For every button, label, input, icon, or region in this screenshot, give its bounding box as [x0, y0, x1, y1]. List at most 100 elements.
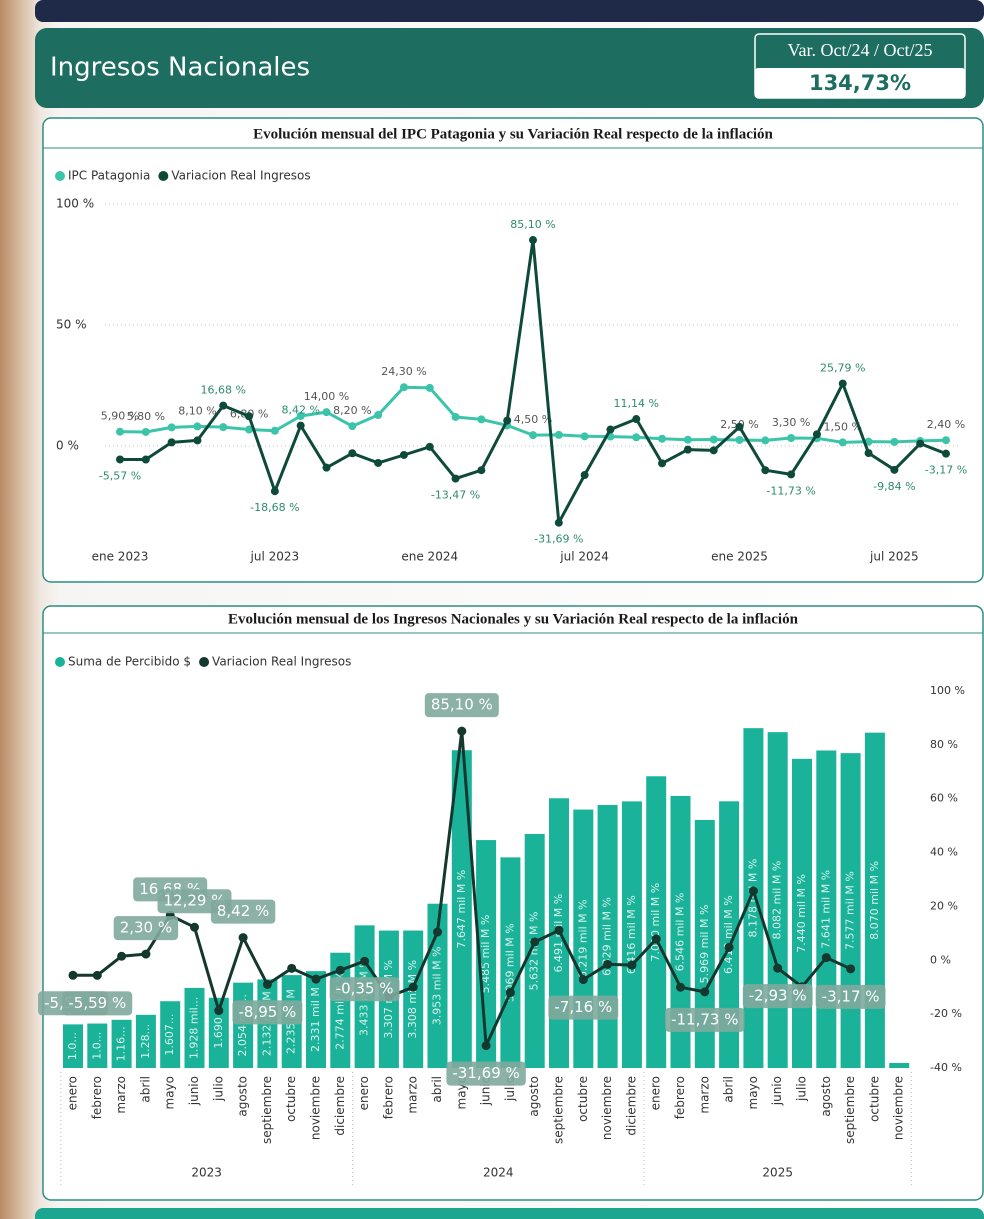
bottom-panel	[35, 1208, 984, 1219]
x-tick-label: octubre	[576, 1076, 590, 1122]
data-point	[312, 975, 321, 984]
data-point	[426, 384, 434, 392]
data-point	[684, 436, 692, 444]
data-point	[193, 422, 201, 430]
data-label-group: -0,35 %	[330, 977, 400, 1001]
data-point	[477, 415, 485, 423]
data-label: -0,35 %	[336, 980, 394, 998]
legend-label: Variacion Real Ingresos	[171, 169, 310, 183]
data-point	[942, 436, 950, 444]
data-point	[168, 438, 176, 446]
data-point	[426, 443, 434, 451]
data-label-group: 2,30 %	[114, 916, 178, 940]
data-point	[348, 449, 356, 457]
data-point	[400, 451, 408, 459]
data-label: -5,59 %	[68, 994, 126, 1012]
y-tick-label: 50 %	[56, 318, 87, 332]
bar-label: 1.28...	[139, 1024, 152, 1059]
data-label: -11,73 %	[766, 484, 815, 497]
data-label: 8,20 %	[333, 404, 371, 417]
data-point	[360, 957, 369, 966]
y-tick-label: 100 %	[56, 197, 94, 211]
bar-label: 1.16...	[115, 1026, 128, 1061]
data-point	[529, 431, 537, 439]
data-point	[839, 438, 847, 446]
page: {"header": {"title": "Ingresos Nacionale…	[0, 0, 984, 1219]
x-tick-label: octubre	[867, 1076, 881, 1122]
header-title: Ingresos Nacionales	[50, 53, 310, 83]
data-point	[452, 413, 460, 421]
data-point	[93, 971, 102, 980]
x-tick-label: agosto	[819, 1076, 833, 1117]
x-tick-label: diciembre	[333, 1076, 347, 1136]
data-point	[116, 455, 124, 463]
bar-label: 7.440 mil M %	[795, 874, 808, 953]
data-point	[710, 435, 718, 443]
x-tick-label: noviembre	[600, 1076, 614, 1140]
x-tick-label: diciembre	[624, 1076, 638, 1136]
data-label: -8,95 %	[238, 1003, 296, 1021]
data-label: 11,14 %	[614, 397, 659, 410]
x-tick-label: junio	[770, 1076, 784, 1106]
data-point	[725, 943, 734, 952]
data-point	[263, 980, 272, 989]
data-point	[142, 456, 150, 464]
bar-label: 1.690	[212, 1017, 225, 1049]
x-tick-label: junio	[187, 1076, 201, 1106]
data-point	[245, 412, 253, 420]
data-point	[374, 459, 382, 467]
data-point	[530, 937, 539, 946]
data-label-group: -7,16 %	[548, 996, 618, 1020]
data-label: -7,16 %	[554, 998, 612, 1016]
data-label: -18,68 %	[250, 501, 299, 514]
data-point	[529, 236, 537, 244]
data-point	[822, 953, 831, 962]
data-point	[603, 960, 612, 969]
x-tick-label: ene 2025	[711, 550, 768, 564]
x-tick-label: julio	[211, 1076, 225, 1102]
data-label-group: -8,95 %	[232, 1000, 302, 1024]
bar-label: 1.0...	[66, 1032, 79, 1060]
y2-tick-label: 100 %	[930, 684, 965, 697]
data-point	[219, 402, 227, 410]
data-point	[652, 935, 661, 944]
data-point	[555, 926, 564, 935]
y2-tick-label: -20 %	[930, 1007, 962, 1020]
data-label: 2,30 %	[120, 919, 172, 937]
data-label: 2,40 %	[927, 418, 965, 431]
data-point	[239, 933, 248, 942]
bar-label: 8.082 mil M %	[771, 861, 784, 940]
data-point	[168, 423, 176, 431]
data-point	[323, 408, 331, 416]
data-point	[193, 436, 201, 444]
group-label: 2024	[483, 1166, 514, 1180]
x-tick-label: septiembre	[843, 1076, 857, 1144]
data-label: -13,47 %	[431, 489, 480, 502]
data-label-group: -2,93 %	[743, 984, 813, 1008]
data-point	[271, 487, 279, 495]
bar-label: 7.647 mil M %	[455, 870, 468, 949]
x-tick-label: septiembre	[552, 1076, 566, 1144]
x-tick-label: septiembre	[260, 1076, 274, 1144]
y2-tick-label: 40 %	[930, 846, 958, 859]
bar-label: 5.969 mil M %	[698, 905, 711, 984]
legend-marker	[158, 171, 168, 181]
data-point	[684, 446, 692, 454]
data-label: -11,73 %	[671, 1010, 738, 1028]
bar-label: 1.0...	[90, 1032, 103, 1060]
legend-marker	[55, 171, 65, 181]
data-point	[632, 433, 640, 441]
data-point	[452, 475, 460, 483]
data-point	[297, 422, 305, 430]
data-point	[773, 964, 782, 973]
data-point	[579, 975, 588, 984]
data-point	[736, 423, 744, 431]
x-tick-label: abril	[430, 1076, 444, 1103]
data-point	[142, 428, 150, 436]
x-tick-label: marzo	[697, 1076, 711, 1114]
data-point	[555, 431, 563, 439]
data-point	[581, 471, 589, 479]
top-bar	[35, 0, 984, 22]
data-label: -3,17 %	[822, 987, 880, 1005]
data-point	[846, 964, 855, 973]
